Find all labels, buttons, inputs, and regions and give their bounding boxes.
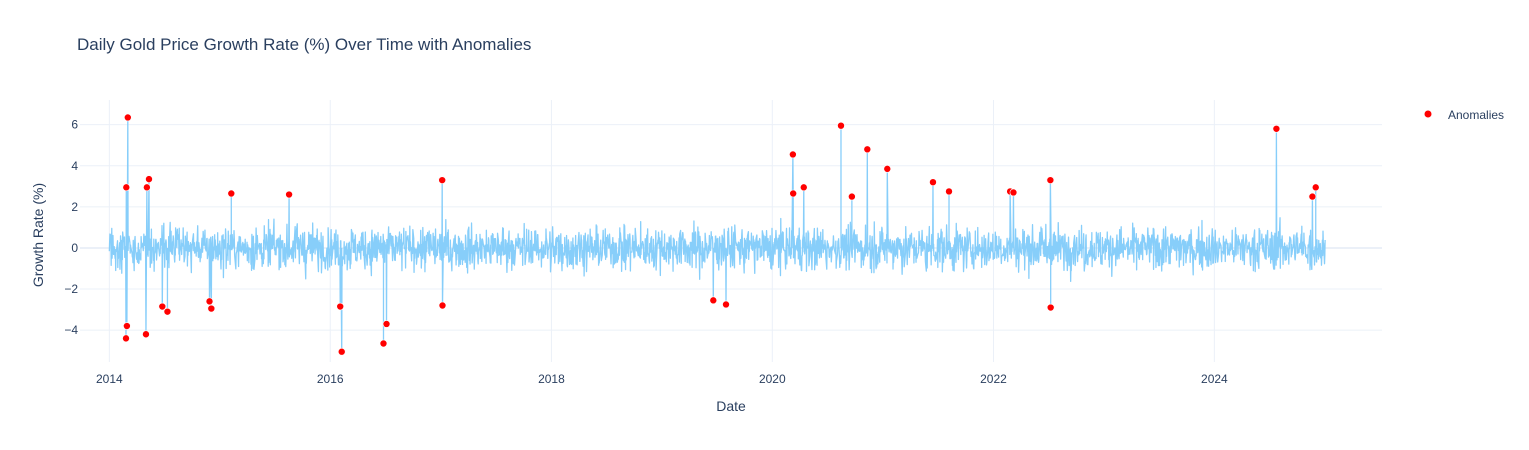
anomaly-point[interactable] [883,165,892,173]
anomaly-point[interactable] [337,347,346,356]
x-tick-label: 2020 [759,372,786,386]
anomaly-point[interactable] [799,183,808,192]
x-tick-label: 2014 [96,372,123,386]
chart-title: Daily Gold Price Growth Rate (%) Over Ti… [77,35,531,54]
anomaly-point[interactable] [837,121,845,130]
legend[interactable]: Anomalies [1424,108,1505,122]
anomaly-points[interactable] [122,113,1320,356]
anomaly-point[interactable] [122,183,131,192]
anomaly-point[interactable] [1046,176,1055,184]
anomaly-point[interactable] [143,183,151,192]
growth-rate-line [108,116,1326,353]
anomaly-point[interactable] [142,330,150,339]
anomaly-point[interactable] [438,176,446,184]
anomaly-point[interactable] [709,296,718,305]
anomaly-point[interactable] [158,302,167,311]
anomaly-point[interactable] [945,187,953,196]
x-tick-label: 2022 [980,372,1007,386]
anomaly-point[interactable] [1308,192,1317,201]
x-tick-label: 2018 [538,372,565,386]
anomaly-point[interactable] [205,297,214,306]
anomaly-point[interactable] [163,307,172,316]
line-layer [108,116,1326,353]
y-tick-label: 6 [71,118,78,132]
y-tick-label: −4 [64,323,78,337]
anomaly-point[interactable] [382,320,391,328]
y-tick-label: 2 [71,200,78,214]
anomaly-point[interactable] [1272,124,1281,133]
anomaly-point[interactable] [929,178,937,186]
legend-marker-anomalies[interactable] [1424,110,1432,118]
x-tick-label: 2016 [317,372,344,386]
y-tick-label: 4 [71,159,78,173]
anomaly-point[interactable] [1311,183,1320,192]
anomaly-point[interactable] [124,113,132,122]
anomaly-point[interactable] [336,302,345,311]
anomaly-point[interactable] [789,189,797,198]
x-tick-label: 2024 [1201,372,1228,386]
y-axis-title: Growth Rate (%) [30,183,46,287]
legend-label-anomalies[interactable]: Anomalies [1448,108,1504,122]
y-tick-label: −2 [64,282,78,296]
anomaly-point[interactable] [848,192,856,201]
anomaly-point[interactable] [722,300,730,309]
tick-layer: −4 −2 0 2 4 6 2014 2016 2018 2020 2022 2024 [64,118,1228,386]
grid-layer [80,100,1382,362]
y-tick-label: 0 [71,241,78,255]
anomaly-point[interactable] [863,145,872,154]
anomaly-point[interactable] [438,301,447,310]
anomaly-point[interactable] [285,190,293,199]
anomaly-point[interactable] [123,322,131,330]
anomaly-point[interactable] [227,189,236,198]
anomaly-point[interactable] [1046,303,1055,312]
anomaly-point[interactable] [207,304,216,313]
anomaly-point[interactable] [789,150,797,159]
anomaly-point[interactable] [145,175,153,183]
anomaly-point[interactable] [122,334,130,343]
anomaly-point[interactable] [1009,188,1018,197]
x-axis-title: Date [716,398,746,414]
anomaly-point[interactable] [379,339,388,348]
